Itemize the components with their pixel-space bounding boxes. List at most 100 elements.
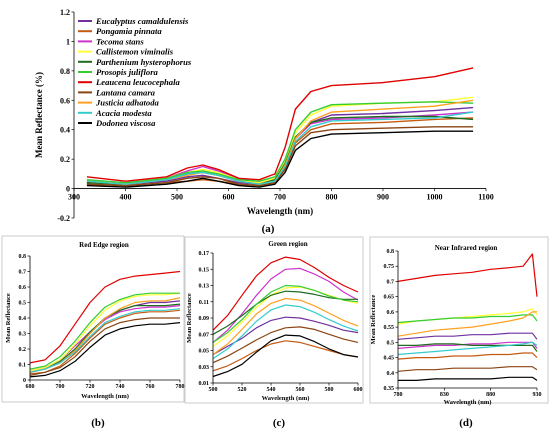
panel-frame [184, 236, 364, 404]
series-line-7 [86, 67, 474, 182]
y-tick-label: 0.3 [19, 332, 27, 338]
y-tick-label: 0.5 [387, 340, 395, 346]
x-tick-label: 720 [86, 384, 95, 390]
series-line-10 [212, 304, 359, 360]
y-tick-label: 0.35 [384, 386, 395, 392]
x-tick-label: 540 [267, 387, 276, 393]
legend-entry: Tecoma stans [96, 36, 144, 46]
y-axis-label: Mean Reflectance [370, 295, 377, 345]
y-tick-label: 0.17 [199, 251, 210, 257]
x-tick-label: 560 [296, 387, 305, 393]
y-tick-label: 0 [23, 378, 26, 384]
chart-c-green: 500 520 540 560 580 600 0.01 0.03 0.05 0.07 0.09 0.… [184, 236, 364, 404]
chart-title: Red Edge region [79, 241, 129, 249]
series-line-11 [212, 334, 359, 378]
y-tick-label: 0.01 [199, 381, 210, 387]
x-tick-label: 930 [533, 392, 542, 398]
y-axis-label: Mean Reflectance (%) [34, 72, 44, 158]
legend-entry: Dodonea viscosa [95, 118, 156, 128]
x-axis-label: Wavelength (nm) [262, 395, 310, 402]
x-tick-label: 1100 [478, 193, 494, 202]
series-line-9 [212, 297, 359, 356]
x-tick-label: 780 [394, 392, 403, 398]
y-tick-label: 0.4 [387, 371, 395, 377]
panel-frame [369, 236, 549, 404]
series-line-3 [397, 341, 538, 349]
x-tick-label: 600 [223, 193, 235, 202]
x-tick-label: 500 [171, 193, 183, 202]
y-tick-label: 0.03 [199, 365, 210, 371]
x-tick-label: 700 [274, 193, 286, 202]
series-line-7 [29, 270, 181, 364]
y-tick-label: 0.45 [384, 356, 395, 362]
y-tick-label: 0.2 [60, 155, 70, 164]
x-tick-label: 400 [120, 193, 132, 202]
series-line-2 [29, 309, 181, 375]
legend-entry: Acacia modesta [95, 108, 152, 118]
x-axis-label: Wavelength (nm) [247, 206, 313, 216]
y-tick-label: 0.5 [19, 301, 27, 307]
series-line-11 [398, 376, 538, 381]
y-tick-label: 0.09 [199, 316, 210, 322]
y-tick-label: 0.6 [60, 96, 70, 105]
y-tick-label: 0.55 [384, 325, 395, 331]
y-tick-label: 0.4 [60, 126, 70, 135]
x-tick-label: 300 [68, 193, 80, 202]
caption-b: (b) [91, 417, 105, 429]
series-line-6 [212, 284, 359, 343]
y-tick-label: 0.8 [19, 254, 27, 260]
y-tick-label: 0.7 [387, 279, 395, 285]
y-tick-label: 0.75 [384, 264, 395, 270]
legend-entry: Eucalyptus camaldulensis [95, 16, 189, 26]
y-tick-label: 0.11 [199, 300, 209, 306]
legend-entry: Prosopis juliflora [96, 67, 159, 77]
x-tick-label: 700 [56, 384, 65, 390]
x-tick-label: 740 [116, 384, 125, 390]
series-line-11 [29, 322, 181, 378]
chart-a-full-spectrum: 300 400 500 600 700 800 900 1000 1100 -0.2 0 0.2 0.4… [34, 8, 494, 223]
x-axis-label: Wavelength (nm) [444, 399, 492, 406]
series-line-5 [398, 343, 538, 352]
series-line-8 [29, 317, 180, 376]
series-line-4 [29, 292, 181, 372]
legend-entry: Callistemon viminalis [96, 47, 174, 57]
x-tick-label: 600 [354, 387, 363, 393]
series-line-6 [86, 101, 474, 184]
x-tick-label: 520 [238, 387, 247, 393]
y-tick-label: 0.6 [387, 310, 395, 316]
y-tick-label: 1 [66, 37, 70, 46]
series-line-10 [29, 308, 181, 373]
x-tick-label: 830 [440, 392, 449, 398]
y-tick-label: 0.8 [387, 249, 395, 255]
series-line-7 [397, 253, 538, 297]
y-tick-label: 0 [66, 185, 70, 194]
caption-c: (c) [273, 417, 286, 429]
x-tick-label: 1000 [427, 193, 443, 202]
y-tick-label: 0.7 [19, 270, 27, 276]
x-tick-label: 500 [209, 387, 218, 393]
series-line-7 [212, 256, 359, 331]
series-line-1 [397, 332, 538, 340]
caption-d: (d) [459, 417, 473, 429]
series-line-5 [212, 290, 358, 335]
y-tick-label: 0.1 [19, 363, 27, 369]
y-tick-label: -0.2 [57, 214, 70, 223]
legend-entry: Pongamia pinnata [96, 26, 162, 36]
y-axis-label: Mean Reflectance [5, 293, 12, 343]
y-tick-label: 0.2 [19, 347, 27, 353]
series-line-10 [86, 111, 474, 185]
chart-d-near-infrared: 780 830 880 930 0.35 0.4 0.45 0.5 0.55 0.6 0.65 0.7… [369, 236, 549, 406]
series-line-2 [212, 340, 359, 372]
legend-entry: Justicia adhatoda [95, 98, 159, 108]
series-line-8 [212, 326, 359, 364]
x-tick-label: 680 [26, 384, 35, 390]
series-line-10 [397, 341, 538, 356]
chart-b-red-edge: 680 700 720 740 760 780 0 0.1 0.2 0.3 0.4 0.5 0.6 0.7… [1, 235, 185, 403]
y-tick-label: 0.4 [19, 316, 27, 322]
y-tick-label: 0.13 [199, 284, 210, 290]
chart-title: Green region [268, 240, 307, 248]
series-line-8 [86, 126, 474, 187]
series-line-9 [397, 311, 537, 337]
series-line-4 [397, 308, 538, 325]
legend-entry: Parthenium hysterophorus [96, 57, 192, 67]
